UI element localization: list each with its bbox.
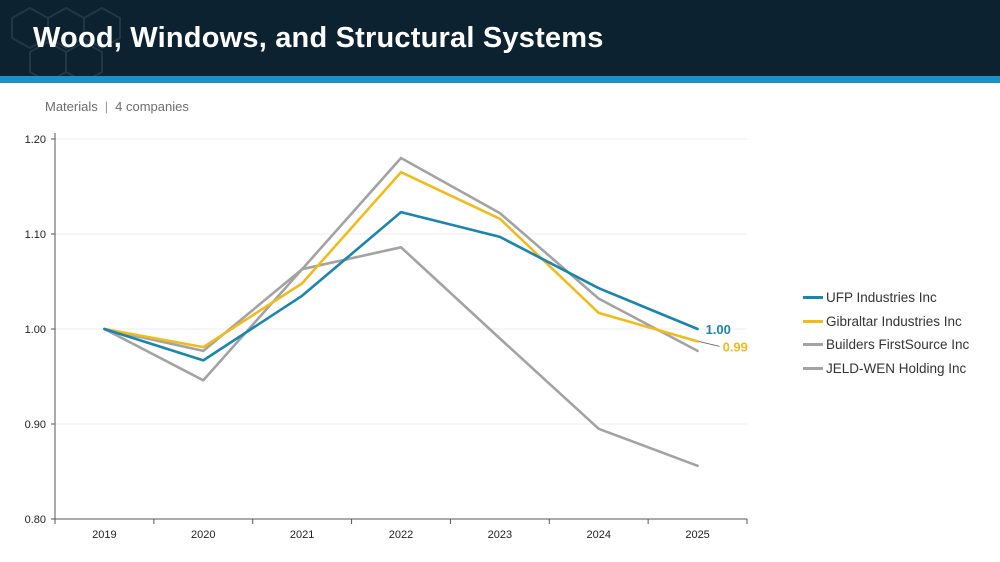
legend-item: Builders FirstSource Inc: [803, 333, 993, 357]
x-tick-label: 2023: [488, 529, 512, 541]
legend-label: JELD-WEN Holding Inc: [826, 361, 967, 377]
x-tick-label: 2020: [191, 529, 215, 541]
chart-legend: UFP Industries Inc Gibraltar Industries I…: [803, 286, 993, 380]
end-label-leader: [698, 340, 720, 347]
hexagon-pattern-icon: [11, 6, 121, 76]
y-tick-label: 1.00: [25, 324, 46, 336]
y-tick-label: 0.80: [25, 514, 46, 526]
x-tick-label: 2021: [290, 529, 314, 541]
end-label-ufp: 1.00: [706, 322, 731, 337]
legend-item: UFP Industries Inc: [803, 286, 993, 310]
series-line-jeld-wen-holding-inc: [103, 246, 699, 468]
header-bar: Wood, Windows, and Structural Systems: [0, 0, 1000, 76]
x-tick-label: 2025: [685, 529, 709, 541]
legend-item: Gibraltar Industries Inc: [803, 310, 993, 334]
page-title: Wood, Windows, and Structural Systems: [33, 22, 604, 54]
x-tick-label: 2022: [389, 529, 413, 541]
series-line-gibraltar-industries-inc: [103, 170, 699, 349]
legend-swatch: [803, 296, 823, 300]
legend-swatch: [803, 343, 823, 347]
legend-swatch: [803, 367, 823, 371]
legend-label: Builders FirstSource Inc: [826, 337, 970, 353]
page-subtitle: Materials | 4 companies: [45, 99, 189, 114]
legend-item: JELD-WEN Holding Inc: [803, 357, 993, 381]
y-tick-label: 0.90: [25, 419, 46, 431]
series-line-builders-firstsource-inc: [103, 156, 699, 353]
legend-label: Gibraltar Industries Inc: [826, 313, 962, 329]
subtitle-sector: Materials: [45, 99, 98, 114]
series-line-ufp-industries-inc: [103, 210, 699, 362]
subtitle-separator: |: [104, 99, 109, 114]
y-tick-label: 1.20: [25, 134, 46, 146]
x-tick-label: 2024: [586, 529, 610, 541]
header-accent-stripe: [0, 76, 1000, 83]
x-tick-label: 2019: [92, 529, 116, 541]
legend-swatch: [803, 319, 823, 323]
end-label-gibraltar: 0.99: [723, 339, 748, 354]
y-tick-label: 1.10: [25, 229, 46, 241]
legend-label: UFP Industries Inc: [826, 290, 937, 306]
subtitle-count: 4 companies: [115, 99, 189, 114]
